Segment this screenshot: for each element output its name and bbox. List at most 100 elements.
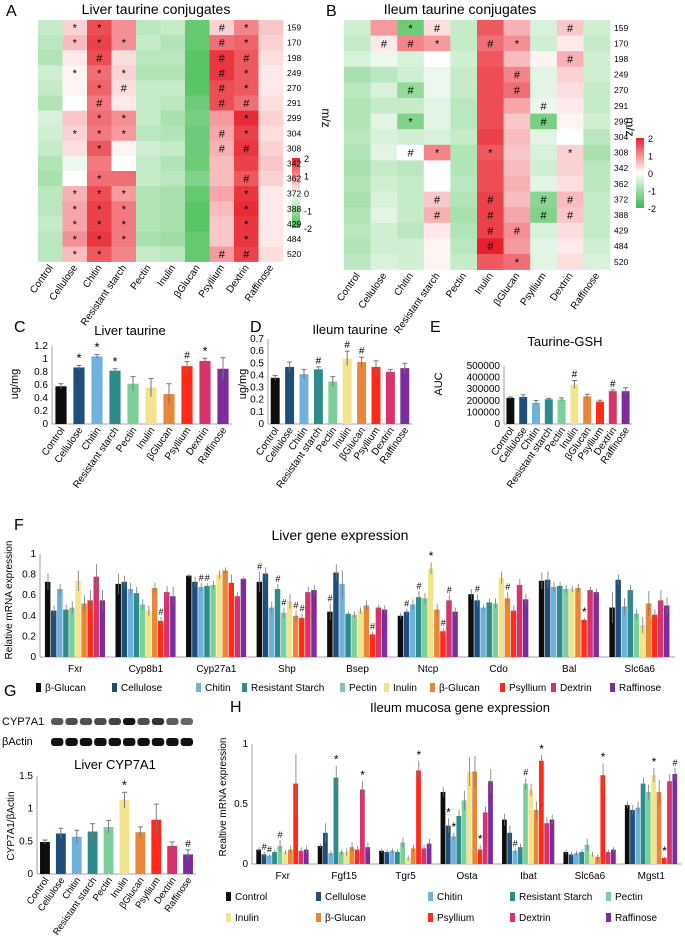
heatmap-cell — [397, 160, 425, 177]
heatmap-cell — [87, 20, 112, 36]
significance-mark: * — [97, 83, 102, 95]
bar — [557, 585, 563, 657]
heatmap-cell — [450, 82, 478, 99]
legend-label: Raffinose — [615, 913, 658, 924]
bar — [516, 584, 523, 657]
significance-mark: # — [257, 562, 262, 572]
heatmap-cell — [160, 201, 186, 217]
y-tick-label: 0.4 — [34, 393, 48, 404]
significance-mark: * — [244, 38, 249, 50]
legend-swatch — [510, 913, 515, 922]
legend-swatch — [430, 683, 435, 692]
heatmap-cell — [111, 155, 137, 172]
legend-label: β-Glucan — [45, 683, 86, 694]
significance-mark: * — [97, 128, 102, 140]
heatmap-cell — [160, 186, 186, 202]
heatmap-cell — [160, 65, 186, 81]
heatmap-cell — [111, 171, 137, 187]
row-label: 342 — [287, 158, 301, 168]
bar — [477, 849, 483, 864]
chart-d-title: Ileum taurine — [312, 322, 387, 337]
colorbar-tick: 1 — [304, 172, 309, 182]
significance-mark: * — [515, 38, 520, 50]
bar — [440, 631, 446, 657]
bar — [240, 578, 247, 657]
bar — [672, 774, 678, 864]
heatmap-cell — [111, 140, 137, 157]
heatmap-cell — [209, 216, 235, 232]
significance-mark: * — [515, 257, 520, 269]
heatmap-cell — [136, 231, 161, 247]
legend-label: Pectin — [615, 892, 643, 903]
significance-mark: # — [300, 604, 305, 614]
significance-mark: # — [219, 23, 226, 35]
bar — [286, 601, 293, 657]
heatmap-cell — [344, 51, 371, 68]
bar — [504, 598, 511, 657]
bar — [186, 575, 192, 657]
heatmap-cell — [136, 20, 161, 36]
heatmap-cell — [370, 238, 398, 255]
row-label: 429 — [614, 226, 628, 236]
heatmap-a-colorbar: 2 1 0 -1 -2 — [292, 154, 312, 234]
significance-mark: # — [243, 174, 250, 186]
significance-mark: # — [262, 842, 267, 852]
heatmap-cell — [38, 20, 63, 36]
heatmap-cell — [503, 191, 531, 208]
panel-letter-d: D — [250, 319, 262, 336]
column-label: Chitin — [81, 263, 105, 290]
colorbar-gradient — [292, 158, 300, 228]
significance-mark: * — [408, 116, 413, 128]
bar — [510, 610, 517, 657]
heatmap-cell — [423, 191, 451, 208]
bar — [550, 586, 557, 657]
bar — [277, 846, 283, 864]
column-label: Psyllium — [519, 271, 549, 308]
heatmap-b-title: Ileum taurine conjugates — [384, 1, 537, 17]
significance-mark: # — [275, 574, 280, 584]
legend-swatch — [500, 683, 505, 692]
heatmap-cell — [556, 144, 584, 161]
significance-mark: # — [96, 53, 103, 65]
heatmap-cell — [344, 66, 371, 83]
blot-band-cyp7a1 — [123, 718, 136, 725]
bar — [645, 603, 652, 657]
y-tick-label: 1 — [27, 804, 33, 815]
heatmap-cell — [62, 231, 88, 247]
significance-mark: * — [73, 189, 78, 201]
heatmap-cell — [62, 186, 88, 202]
bar — [272, 852, 277, 864]
heatmap-cell — [185, 80, 210, 96]
significance-mark: * — [539, 742, 544, 756]
heatmap-cell — [477, 98, 504, 114]
heatmap-cell — [450, 207, 478, 224]
bar — [579, 852, 585, 864]
bar — [461, 800, 467, 864]
significance-mark: # — [434, 210, 441, 222]
bar — [151, 819, 162, 874]
bar — [133, 593, 140, 657]
bar — [456, 816, 462, 864]
heatmap-cell — [38, 125, 63, 142]
column-label: Inulin — [155, 263, 178, 289]
bar — [327, 611, 333, 657]
heatmap-cell — [258, 155, 284, 172]
bar — [384, 852, 390, 864]
heatmap-cell — [530, 238, 558, 255]
heatmap-cell — [556, 129, 584, 146]
legend-label: Pectin — [349, 683, 377, 694]
heatmap-cell — [583, 176, 611, 192]
bar — [375, 607, 382, 657]
heatmap-cell — [423, 51, 451, 68]
bar — [635, 807, 641, 864]
bar — [268, 607, 275, 657]
heatmap-cell — [258, 186, 284, 202]
heatmap-cell — [160, 171, 186, 187]
significance-mark: # — [567, 194, 574, 206]
heatmap-cell — [344, 129, 371, 146]
bar — [657, 600, 664, 657]
heatmap-cell — [258, 65, 284, 81]
heatmap-cell — [477, 254, 504, 270]
significance-mark: # — [316, 356, 322, 367]
heatmap-cell — [87, 80, 112, 96]
